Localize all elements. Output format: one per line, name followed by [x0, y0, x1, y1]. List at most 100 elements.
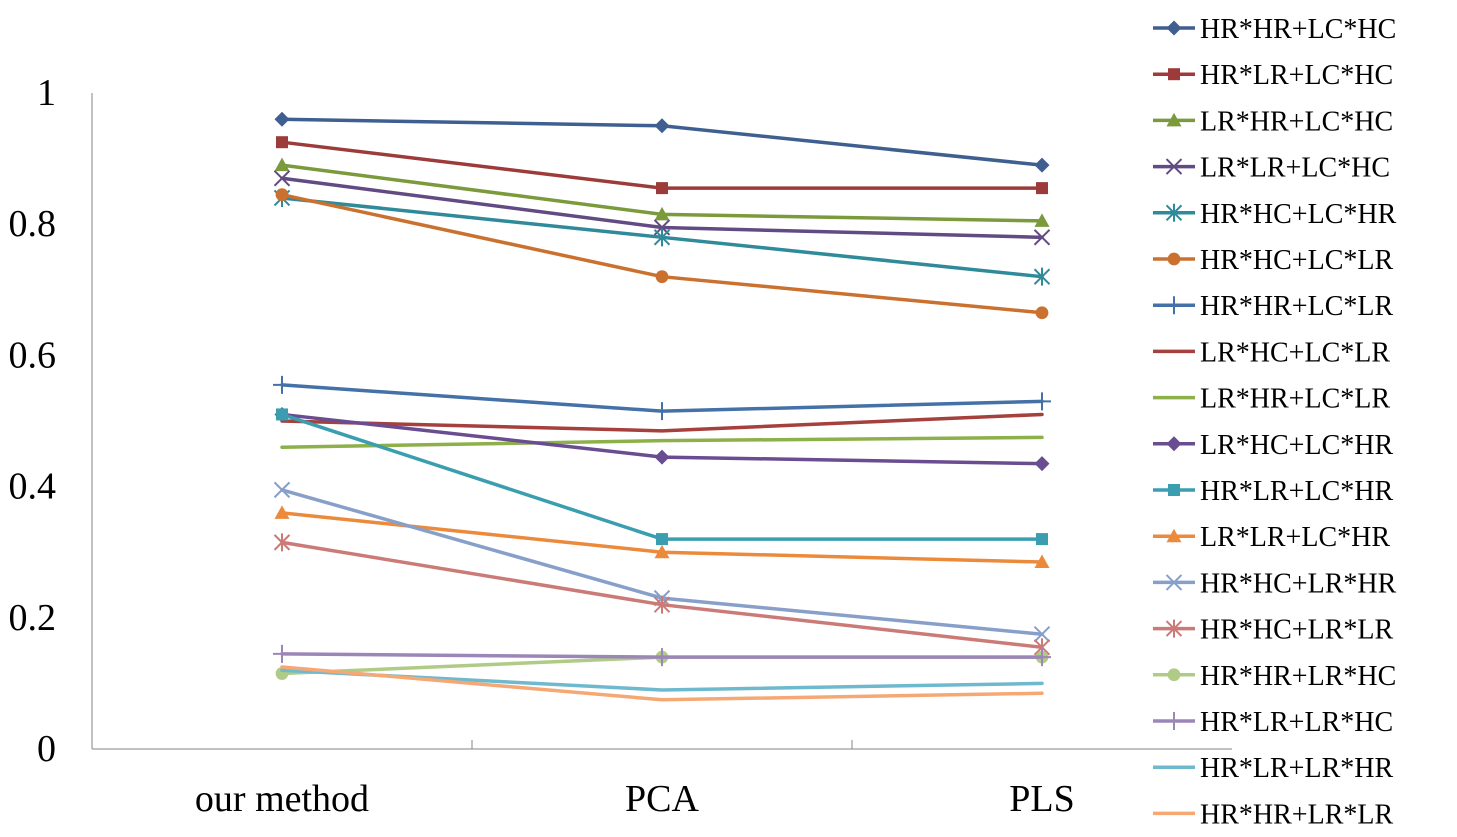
y-tick-label: 0.8	[9, 203, 57, 245]
legend-label: LR*HR+LC*LR	[1200, 384, 1390, 415]
legend-swatch-marker	[1166, 528, 1182, 543]
data-point-marker	[276, 408, 288, 421]
legend-label: LR*LR+LC*HR	[1200, 522, 1390, 553]
legend-swatch-marker	[1165, 619, 1183, 638]
series-hr-lr-lr-hr	[280, 668, 1044, 692]
data-point-marker	[656, 533, 668, 546]
series-line	[280, 435, 1044, 449]
legend-item: HR*HC+LR*HR	[1153, 568, 1397, 599]
series-hr-hc-lr-hr	[273, 481, 1051, 643]
data-point-marker	[273, 170, 291, 187]
x-tick-label: our method	[195, 778, 369, 820]
data-point-marker	[654, 118, 670, 134]
legend-swatch-marker	[1167, 668, 1181, 682]
data-point-marker	[1033, 648, 1051, 667]
legend-swatch-marker	[1166, 436, 1182, 452]
legend-item: LR*HR+LC*HC	[1153, 106, 1393, 137]
series-layer	[273, 111, 1051, 702]
legend-label: HR*HR+LR*LR	[1200, 799, 1393, 830]
x-tick-label: PLS	[1009, 778, 1074, 820]
series-line	[280, 668, 1044, 692]
data-point-marker	[656, 182, 668, 195]
legend-label: LR*HC+LC*LR	[1200, 337, 1390, 368]
legend-swatch-marker	[1166, 20, 1182, 36]
axes	[91, 93, 1232, 750]
data-point-marker	[275, 188, 289, 202]
data-point-marker	[653, 595, 671, 614]
data-point-marker	[1033, 625, 1051, 643]
legend-label: HR*HC+LC*LR	[1200, 245, 1393, 276]
y-tick-label: 0	[37, 728, 56, 770]
series-lr-hr-lc-hc	[274, 157, 1050, 227]
series-lr-hc-lc-lr	[280, 412, 1044, 433]
legend-item: HR*HR+LC*LR	[1153, 291, 1393, 322]
legend-swatch-marker	[1168, 68, 1180, 81]
legend-swatch-marker	[1167, 252, 1181, 266]
y-tick-label: 0.6	[9, 334, 57, 376]
legend-item: HR*HC+LC*HR	[1153, 199, 1397, 230]
legend-label: HR*LR+LR*HR	[1200, 753, 1393, 784]
data-point-marker	[276, 136, 288, 149]
legend-label: LR*LR+LC*HC	[1200, 153, 1390, 184]
data-point-marker	[1034, 213, 1050, 227]
x-tick-labels: our method PCA PLS	[195, 740, 1075, 820]
data-point-marker	[273, 533, 291, 552]
legend-swatch-marker	[1165, 712, 1183, 730]
data-point-marker	[1034, 456, 1050, 472]
series-hr-hr-lc-hc	[274, 111, 1050, 173]
data-point-marker	[1036, 182, 1048, 195]
legend-label: HR*HC+LC*HR	[1200, 199, 1397, 230]
data-point-marker	[1036, 533, 1048, 546]
series-hr-hr-lr-lr	[280, 665, 1044, 702]
series-hr-hc-lr-lr	[273, 533, 1051, 657]
data-point-marker	[655, 270, 669, 284]
legend-label: LR*HR+LC*HC	[1200, 106, 1393, 137]
legend-label: HR*LR+LC*HR	[1200, 476, 1393, 507]
series-line	[280, 412, 1044, 433]
legend-swatch-marker	[1165, 574, 1183, 591]
legend-item: HR*HC+LC*LR	[1153, 245, 1393, 276]
data-point-marker	[1034, 157, 1050, 173]
data-point-marker	[273, 481, 291, 499]
series-line	[280, 665, 1044, 702]
series-hr-lr-lr-hc	[273, 644, 1051, 667]
legend-item: HR*LR+LC*HC	[1153, 60, 1393, 91]
y-tick-label: 0.2	[9, 597, 57, 639]
data-point-marker	[654, 544, 670, 559]
legend-swatch-marker	[1166, 112, 1182, 127]
data-point-marker	[274, 157, 290, 172]
data-point-marker	[653, 402, 671, 421]
legend-item: LR*HC+LC*HR	[1153, 430, 1393, 461]
data-point-marker	[274, 505, 290, 519]
series-lr-hr-lc-lr	[280, 435, 1044, 449]
legend-label: HR*LR+LC*HC	[1200, 60, 1393, 91]
data-point-marker	[1033, 392, 1051, 411]
data-point-marker	[273, 375, 291, 394]
legend-label: HR*HC+LR*LR	[1200, 615, 1393, 646]
data-point-marker	[653, 228, 671, 247]
legend-item: LR*HC+LC*LR	[1153, 337, 1390, 368]
data-point-marker	[274, 111, 290, 127]
legend-label: LR*HC+LC*HR	[1200, 430, 1393, 461]
legend-swatch-marker	[1165, 296, 1183, 315]
legend-swatch-marker	[1165, 203, 1183, 222]
data-point-marker	[1034, 554, 1050, 569]
data-point-marker	[654, 449, 670, 465]
series-hr-hc-lc-lr	[275, 188, 1049, 320]
legend-item: LR*LR+LC*HR	[1153, 522, 1390, 553]
series-line	[280, 412, 1044, 541]
legend-item: HR*LR+LC*HR	[1153, 476, 1393, 507]
legend-item: HR*HR+LR*LR	[1153, 799, 1393, 830]
series-hr-lr-lc-hc	[276, 136, 1048, 195]
legend-item: LR*LR+LC*HC	[1153, 153, 1390, 184]
legend-swatch-marker	[1168, 484, 1180, 496]
legend-label: HR*HR+LC*LR	[1200, 291, 1393, 322]
legend-label: HR*LR+LR*HC	[1200, 707, 1393, 738]
legend-item: HR*HC+LR*LR	[1153, 615, 1393, 646]
legend-label: HR*HC+LR*HR	[1200, 568, 1397, 599]
y-tick-label: 0.4	[9, 466, 57, 508]
legend-label: HR*HR+LC*HC	[1200, 14, 1396, 45]
data-point-marker	[273, 644, 291, 663]
legend-item: HR*HR+LR*HC	[1153, 661, 1396, 692]
